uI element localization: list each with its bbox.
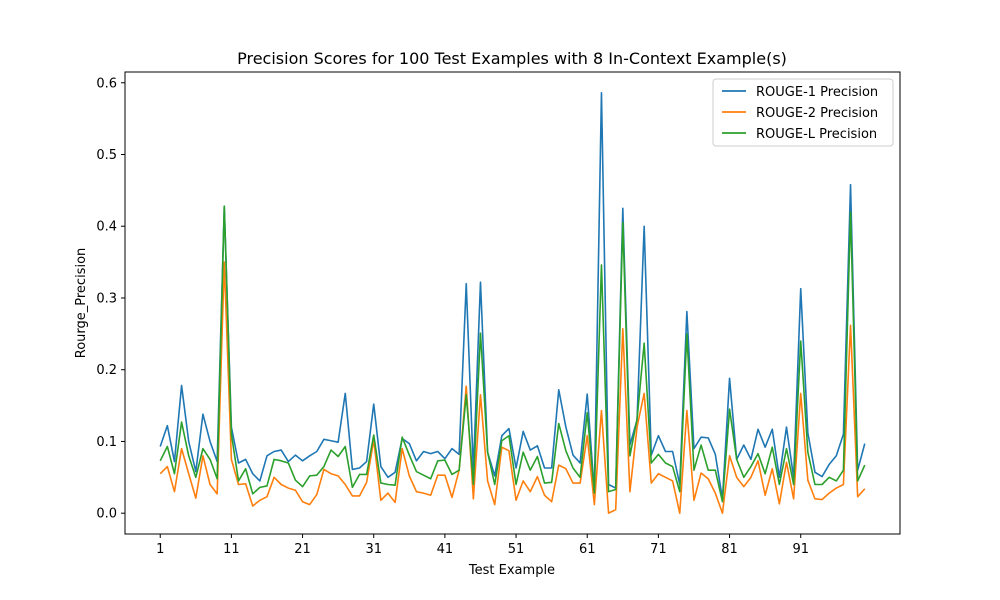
x-tick-label: 31 bbox=[365, 542, 382, 557]
x-tick-label: 81 bbox=[721, 542, 738, 557]
legend: ROUGE-1 Precision ROUGE-2 Precision ROUGE-… bbox=[712, 78, 894, 147]
legend-label-1: ROUGE-1 Precision bbox=[756, 85, 878, 100]
y-tick-label: 0.3 bbox=[96, 291, 117, 306]
series-line-1 bbox=[159, 92, 866, 500]
plot-area-frame bbox=[124, 71, 901, 535]
y-tick-label: 0.5 bbox=[96, 148, 117, 163]
x-tick-label: 1 bbox=[156, 542, 164, 557]
x-tick-label: 71 bbox=[650, 542, 667, 557]
series-line-3 bbox=[159, 205, 866, 503]
y-tick-label: 0.4 bbox=[96, 220, 117, 235]
y-axis: 0.0 0.1 0.2 0.3 0.4 0.5 0.6 bbox=[96, 76, 125, 522]
x-axis: 1 11 21 31 41 51 61 71 81 91 bbox=[156, 534, 809, 557]
x-axis-label: Test Example bbox=[468, 563, 555, 578]
y-axis-label: Rourge_Precision bbox=[74, 248, 89, 359]
legend-box bbox=[712, 78, 894, 147]
y-tick-label: 0.2 bbox=[96, 363, 117, 378]
y-tick-label: 0.0 bbox=[96, 507, 117, 522]
legend-label-2: ROUGE-2 Precision bbox=[756, 106, 878, 121]
series-layer bbox=[159, 92, 866, 515]
x-tick-label: 21 bbox=[294, 542, 311, 557]
x-tick-label: 51 bbox=[508, 542, 525, 557]
x-tick-label: 41 bbox=[437, 542, 454, 557]
x-tick-label: 11 bbox=[223, 542, 240, 557]
x-tick-label: 61 bbox=[579, 542, 596, 557]
x-tick-label: 91 bbox=[792, 542, 809, 557]
y-tick-label: 0.1 bbox=[96, 435, 117, 450]
chart-title: Precision Scores for 100 Test Examples w… bbox=[237, 49, 787, 68]
series-line-2 bbox=[159, 261, 866, 515]
legend-label-3: ROUGE-L Precision bbox=[756, 127, 877, 142]
y-tick-label: 0.6 bbox=[96, 76, 117, 91]
